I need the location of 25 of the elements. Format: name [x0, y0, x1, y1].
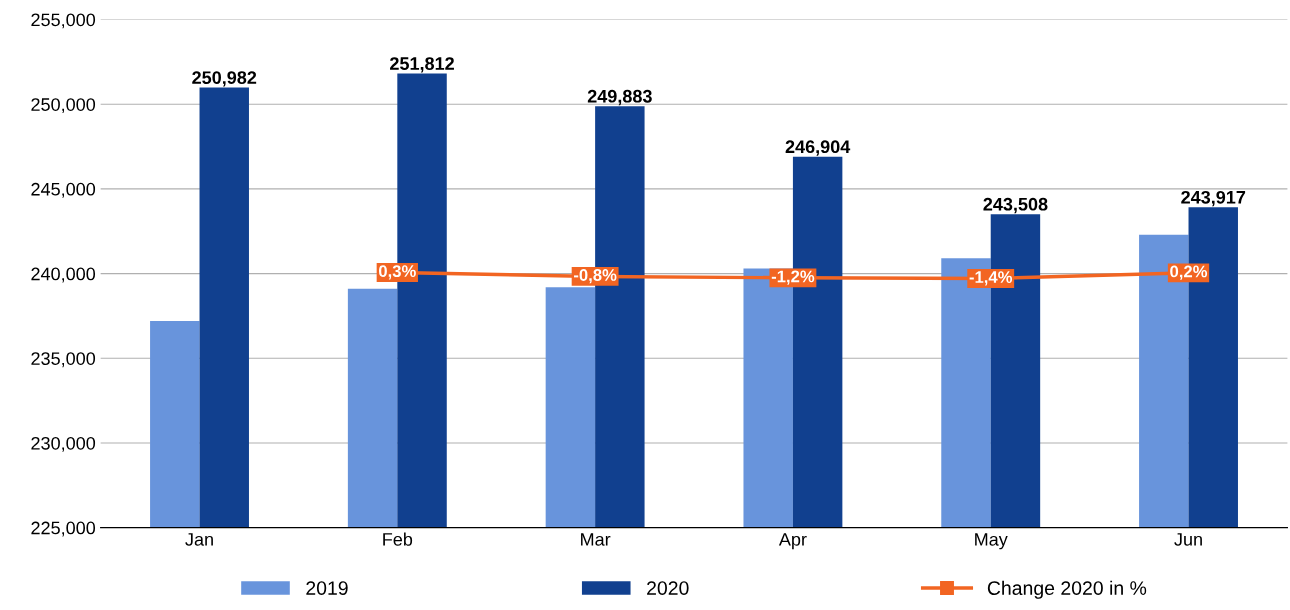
- y-tick-label: 225,000: [31, 521, 96, 537]
- y-tick-label: 250,000: [31, 98, 96, 114]
- data-label: -0,8%: [574, 269, 617, 284]
- x-tick-label: Mar: [581, 533, 611, 546]
- x-tick-label: Feb: [383, 532, 413, 546]
- legend-label: 2020: [647, 581, 689, 595]
- y-tick-label: 230,000: [31, 436, 96, 452]
- data-label: 243,508: [983, 197, 1048, 214]
- legend-label: Change 2020 in %: [987, 580, 1147, 599]
- data-label: 246,904: [785, 140, 851, 156]
- x-tick-label: Jun: [1174, 533, 1202, 546]
- y-tick-label: 240,000: [31, 267, 96, 283]
- y-tick-label: 245,000: [31, 182, 96, 198]
- x-tick-label: May: [975, 533, 1008, 550]
- data-label: 251,812: [390, 57, 454, 73]
- y-tick-label: 255,000: [31, 13, 96, 29]
- data-label: -1,2%: [771, 270, 815, 285]
- data-label: 249,883: [587, 89, 652, 106]
- data-label: 250,982: [192, 71, 257, 87]
- legend-label: 2019: [306, 581, 348, 595]
- data-label: 243,917: [1181, 190, 1246, 207]
- y-tick-label: 235,000: [31, 352, 96, 368]
- x-tick-label: Apr: [778, 533, 807, 550]
- data-label: -1,4%: [969, 271, 1013, 286]
- x-tick-label: Jan: [185, 533, 213, 546]
